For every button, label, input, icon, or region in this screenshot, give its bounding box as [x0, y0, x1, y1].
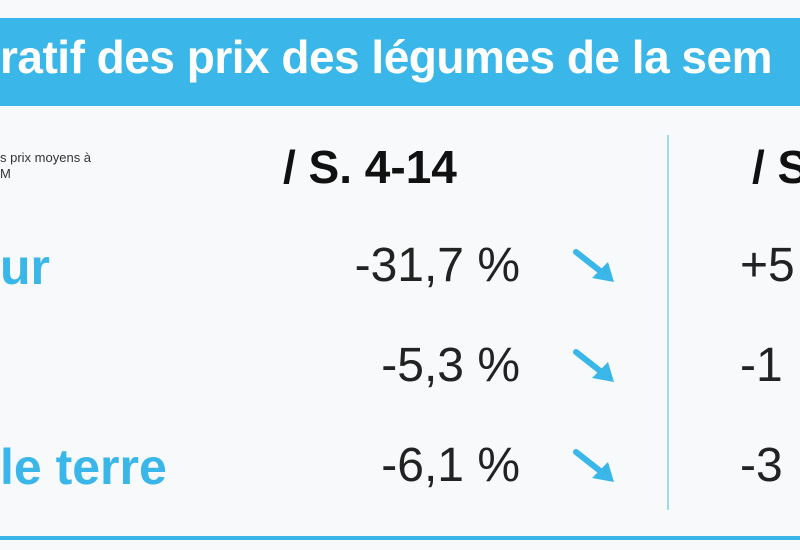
- title-band: [0, 18, 800, 106]
- column-header: / S: [752, 141, 800, 193]
- cell: -3: [740, 439, 783, 492]
- bottom-rule: [0, 536, 800, 540]
- note: M: [0, 166, 11, 181]
- cell: +5: [740, 239, 795, 292]
- row-label: le terre: [0, 439, 167, 495]
- down-arrow: [573, 249, 614, 282]
- cell: -5,3 %: [381, 339, 520, 392]
- title: ratif des prix des légumes de la sem: [0, 31, 773, 83]
- row-label: ur: [0, 239, 50, 295]
- down-arrow: [573, 449, 614, 482]
- cell: -31,7 %: [354, 239, 520, 292]
- note: s prix moyens à: [0, 150, 92, 165]
- cell: -1: [740, 339, 783, 392]
- down-arrow: [573, 349, 614, 382]
- cell: -6,1 %: [381, 439, 520, 492]
- divider: [667, 135, 669, 510]
- column-header: / S. 4-14: [283, 141, 457, 193]
